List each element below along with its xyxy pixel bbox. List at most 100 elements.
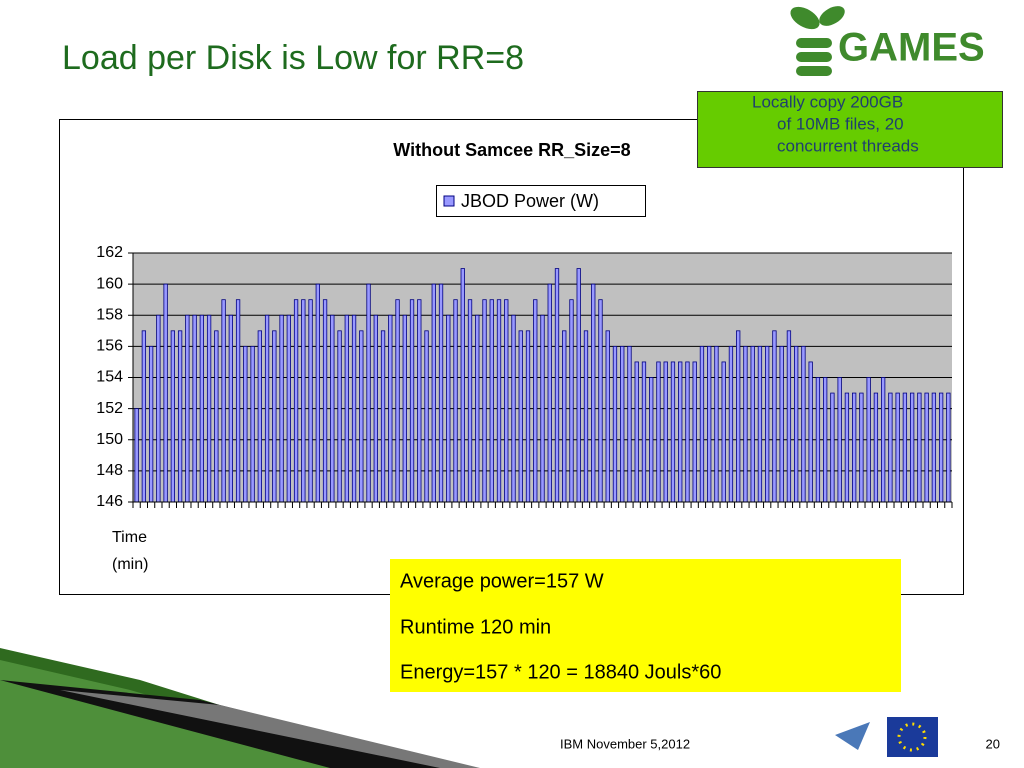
bar xyxy=(402,314,407,503)
bar xyxy=(721,361,726,503)
bar xyxy=(301,299,306,503)
bar xyxy=(576,268,581,503)
note-line: of 10MB files, 20 xyxy=(777,114,904,133)
fp7-logo xyxy=(835,722,870,750)
note-box xyxy=(697,91,1003,168)
bar xyxy=(699,345,705,503)
summary-box xyxy=(390,559,901,692)
bar xyxy=(612,345,618,503)
bar xyxy=(431,283,436,503)
bar xyxy=(786,330,792,503)
bar xyxy=(177,330,183,503)
bar xyxy=(656,361,661,503)
bar xyxy=(388,314,393,503)
bar xyxy=(170,330,176,503)
legend-label: JBOD Power (W) xyxy=(461,191,599,211)
bar xyxy=(359,330,364,503)
bar xyxy=(591,283,596,503)
bar xyxy=(663,361,668,503)
bar xyxy=(794,345,799,503)
bar xyxy=(859,392,864,503)
bar xyxy=(909,392,915,503)
bar xyxy=(250,345,255,503)
bar xyxy=(685,361,690,503)
bar xyxy=(424,330,429,503)
bar xyxy=(779,345,784,503)
legend-box xyxy=(436,185,646,217)
bar xyxy=(917,392,922,503)
bar xyxy=(678,361,683,503)
bar xyxy=(475,314,480,503)
note-line: concurrent threads xyxy=(777,136,919,155)
bar xyxy=(540,314,545,503)
slide-title: Load per Disk is Low for RR=8 xyxy=(62,39,524,77)
bar xyxy=(156,314,161,503)
bar xyxy=(308,299,313,503)
bar xyxy=(895,392,900,503)
bar xyxy=(772,330,777,503)
bar xyxy=(598,299,603,503)
bar xyxy=(272,330,277,503)
bar xyxy=(460,268,465,503)
y-tick-label: 148 xyxy=(96,462,123,479)
bar xyxy=(728,345,734,503)
y-tick-label: 154 xyxy=(96,369,123,386)
bar xyxy=(866,377,871,503)
bar xyxy=(830,392,835,503)
bar xyxy=(504,299,509,503)
bar xyxy=(496,299,502,503)
summary-line: Runtime 120 min xyxy=(400,616,551,638)
bar xyxy=(707,345,712,503)
decor xyxy=(60,690,480,768)
bar xyxy=(134,408,139,503)
bar xyxy=(815,377,821,503)
logo-text: GAMES xyxy=(838,26,985,70)
bar xyxy=(214,330,219,503)
bar xyxy=(279,314,284,503)
bar xyxy=(533,299,538,503)
bar xyxy=(344,314,349,503)
bar xyxy=(221,299,226,503)
bar xyxy=(605,330,610,503)
bar xyxy=(946,392,951,503)
bar xyxy=(264,314,270,503)
footer: IBM November 5,2012 xyxy=(560,736,690,751)
bar xyxy=(192,314,197,503)
bar xyxy=(844,392,850,503)
bar xyxy=(547,283,552,503)
note-line: Locally copy 200GB xyxy=(752,92,903,111)
bar xyxy=(322,299,328,503)
bar xyxy=(511,314,516,503)
bar xyxy=(206,314,212,503)
bar xyxy=(482,299,487,503)
chart-title: Without Samcee RR_Size=8 xyxy=(393,140,630,160)
bar xyxy=(569,299,574,503)
bar xyxy=(141,330,147,503)
logo: GAMES xyxy=(790,6,985,76)
bar xyxy=(634,361,639,503)
bar xyxy=(330,314,335,503)
bar xyxy=(938,392,944,503)
bar xyxy=(931,392,937,503)
bar xyxy=(649,377,654,503)
bar xyxy=(185,314,190,503)
bar xyxy=(823,377,828,503)
bar xyxy=(808,361,813,503)
bar xyxy=(286,314,291,503)
bar xyxy=(453,299,458,503)
bar xyxy=(583,330,589,503)
bar xyxy=(467,299,473,503)
bar xyxy=(148,345,154,503)
bar xyxy=(228,314,233,503)
bar xyxy=(924,392,929,503)
bar xyxy=(293,299,299,503)
y-tick-label: 152 xyxy=(96,400,123,417)
bar xyxy=(873,392,879,503)
y-tick-label: 156 xyxy=(96,338,123,355)
bar xyxy=(525,330,531,503)
bar xyxy=(902,392,908,503)
x-axis-label: (min) xyxy=(112,556,148,573)
bar xyxy=(888,392,893,503)
eu-stars xyxy=(897,722,927,752)
bar xyxy=(736,330,741,503)
